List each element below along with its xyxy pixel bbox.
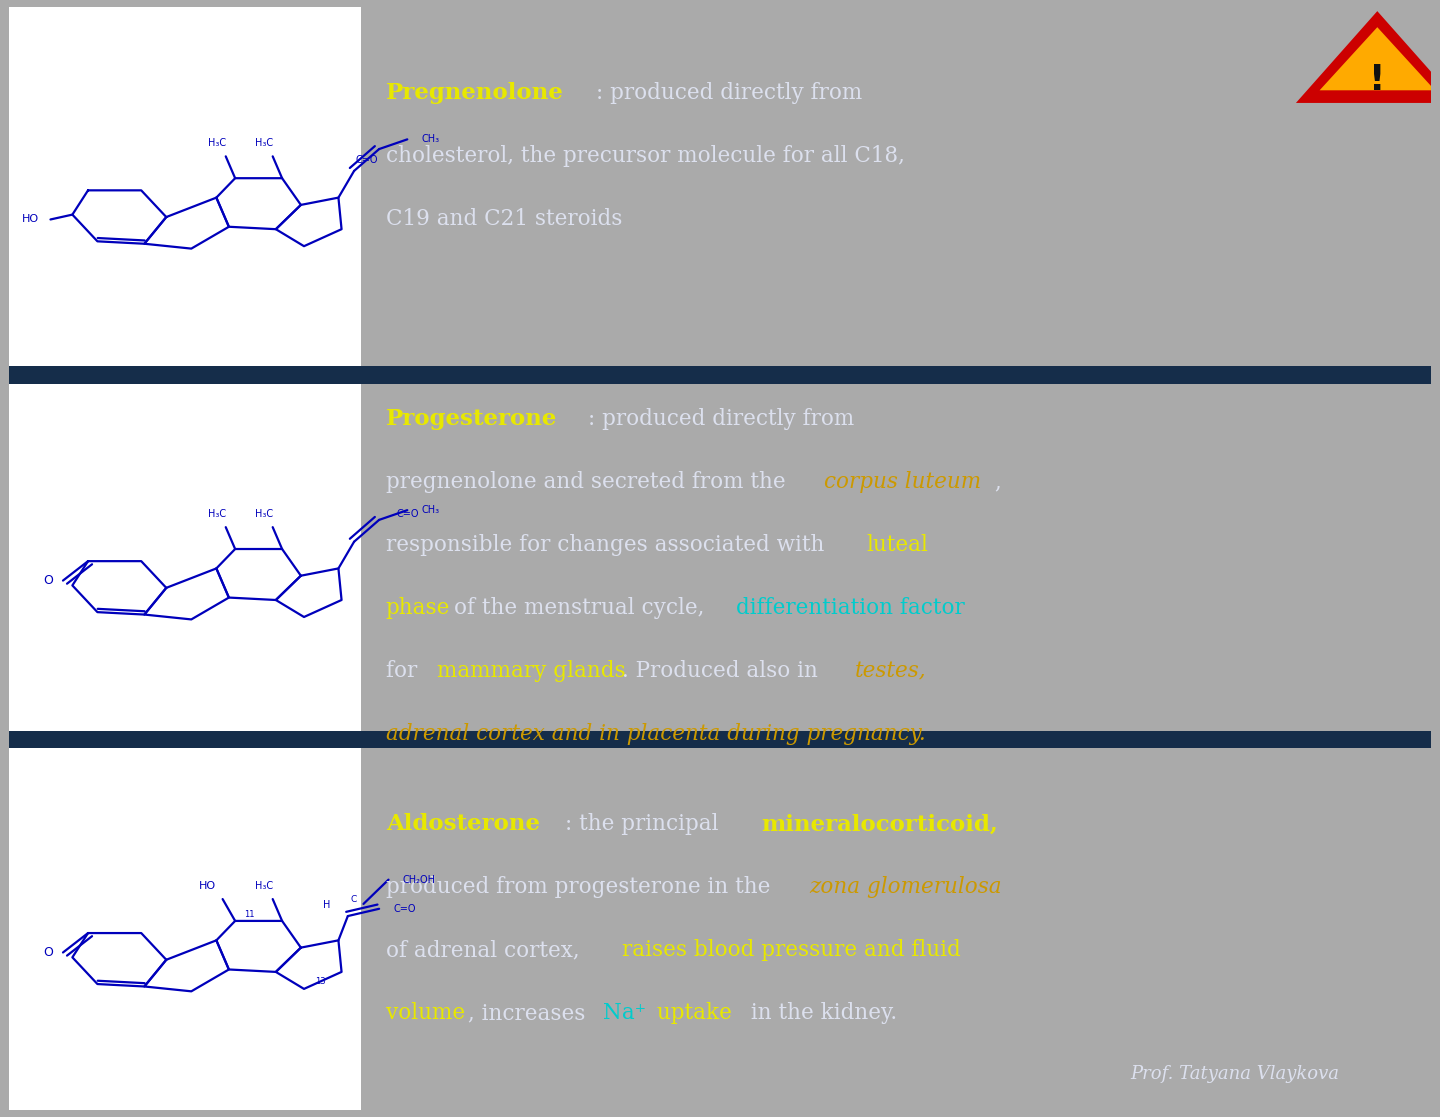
- Text: H₃C: H₃C: [207, 139, 226, 149]
- Text: . Produced also in: . Produced also in: [622, 660, 825, 682]
- Bar: [9, 7, 361, 366]
- Polygon shape: [1296, 11, 1440, 103]
- Text: Pregnenolone: Pregnenolone: [386, 82, 563, 104]
- Text: CH₃: CH₃: [422, 134, 439, 144]
- Text: HO: HO: [199, 881, 216, 891]
- Text: !: !: [1369, 63, 1385, 96]
- Text: mineralocorticoid,: mineralocorticoid,: [762, 813, 998, 836]
- Text: Aldosterone: Aldosterone: [386, 813, 540, 836]
- Text: H₃C: H₃C: [255, 509, 272, 519]
- Text: 11: 11: [243, 910, 255, 919]
- Text: ,: ,: [995, 471, 1001, 494]
- Text: phase: phase: [386, 598, 451, 619]
- Bar: [9, 748, 361, 1110]
- Text: uptake: uptake: [651, 1002, 732, 1024]
- Text: Prof. Tatyana Vlaykova: Prof. Tatyana Vlaykova: [1130, 1065, 1339, 1082]
- Text: C=O: C=O: [393, 904, 416, 914]
- Text: H₃C: H₃C: [255, 139, 272, 149]
- Text: HO: HO: [22, 214, 39, 225]
- Text: Na⁺: Na⁺: [603, 1002, 647, 1024]
- Text: Progesterone: Progesterone: [386, 409, 557, 430]
- Text: responsible for changes associated with: responsible for changes associated with: [386, 534, 831, 556]
- Text: C: C: [351, 895, 357, 904]
- Text: zona glomerulosa: zona glomerulosa: [809, 877, 1002, 898]
- Bar: [9, 384, 361, 731]
- Text: C=O: C=O: [396, 509, 419, 519]
- Text: pregnenolone and secreted from the: pregnenolone and secreted from the: [386, 471, 792, 494]
- Text: O: O: [43, 574, 53, 588]
- Text: H₃C: H₃C: [255, 881, 272, 891]
- Text: 13: 13: [315, 977, 325, 986]
- Text: volume: volume: [386, 1002, 465, 1024]
- Text: mammary glands: mammary glands: [436, 660, 625, 682]
- Polygon shape: [1319, 27, 1436, 90]
- Bar: [9, 731, 1431, 748]
- Text: corpus luteum: corpus luteum: [824, 471, 981, 494]
- Text: CH₂OH: CH₂OH: [403, 875, 436, 885]
- Text: : produced directly from: : produced directly from: [596, 82, 863, 104]
- Text: O: O: [43, 946, 53, 960]
- Text: differentiation factor: differentiation factor: [736, 598, 965, 619]
- Text: H₃C: H₃C: [207, 509, 226, 519]
- Text: C=O: C=O: [356, 155, 379, 165]
- Text: produced from progesterone in the: produced from progesterone in the: [386, 877, 778, 898]
- Text: C19 and C21 steroids: C19 and C21 steroids: [386, 208, 622, 230]
- Text: testes,: testes,: [855, 660, 927, 682]
- Text: of adrenal cortex,: of adrenal cortex,: [386, 939, 586, 962]
- Text: H: H: [324, 900, 331, 910]
- Text: for: for: [386, 660, 423, 682]
- Text: of the menstrual cycle,: of the menstrual cycle,: [454, 598, 711, 619]
- Text: CH₃: CH₃: [422, 505, 439, 515]
- Text: : the principal: : the principal: [564, 813, 726, 836]
- Text: cholesterol, the precursor molecule for all C18,: cholesterol, the precursor molecule for …: [386, 145, 904, 166]
- Text: , increases: , increases: [468, 1002, 592, 1024]
- Text: raises blood pressure and fluid: raises blood pressure and fluid: [622, 939, 960, 962]
- Text: : produced directly from: : produced directly from: [588, 409, 854, 430]
- Text: adrenal cortex and in placenta during pregnancy.: adrenal cortex and in placenta during pr…: [386, 723, 926, 745]
- Text: luteal: luteal: [867, 534, 929, 556]
- Text: in the kidney.: in the kidney.: [744, 1002, 897, 1024]
- Bar: [9, 366, 1431, 384]
